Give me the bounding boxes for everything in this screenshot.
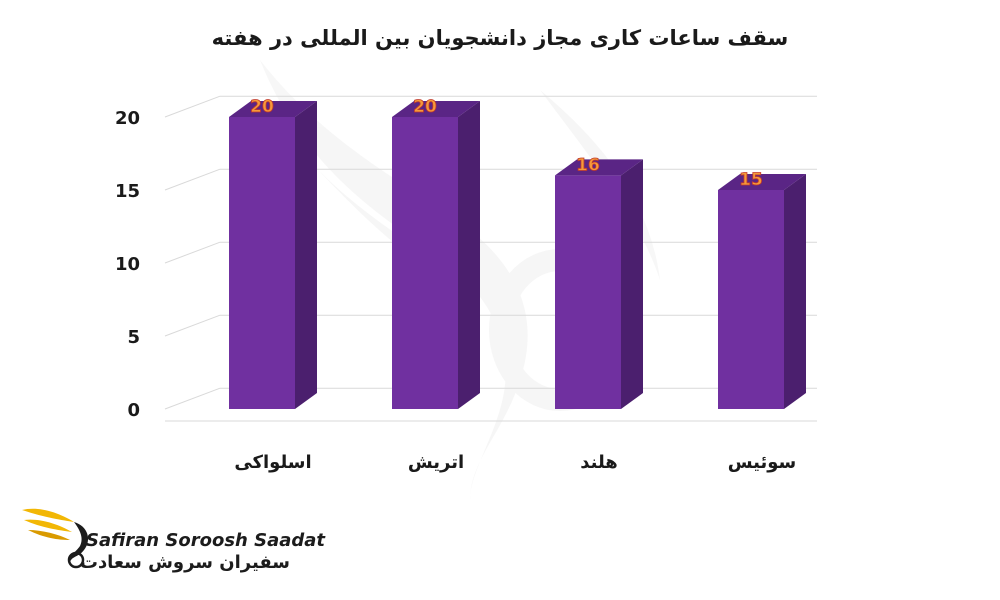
logo-persian-text: سفیران سروش سعادت <box>79 552 290 573</box>
gridlines <box>164 95 817 422</box>
x-tick-label: اتریش <box>408 452 464 473</box>
data-label: 20 <box>250 97 274 117</box>
bar-top <box>392 101 480 117</box>
logo-latin-text: Safiran Soroosh Saadat <box>86 530 326 551</box>
bar-side <box>458 101 480 409</box>
bar-front <box>555 175 621 409</box>
bars <box>229 101 806 409</box>
data-labels: 20 20 16 15 <box>250 97 763 191</box>
gridline-diagonal <box>164 241 221 264</box>
y-tick-label: 0 <box>127 400 140 421</box>
bar-side <box>295 101 317 409</box>
chart-title: سقف ساعات کاری مجاز دانشجویان بین المللی… <box>212 26 789 50</box>
gridline-diagonal <box>164 387 221 410</box>
x-axis: اسلواکی اتریش هلند سوئیس <box>234 452 796 473</box>
y-tick-label: 20 <box>115 108 140 129</box>
gridline-diagonal <box>164 314 221 337</box>
data-label: 15 <box>739 170 763 190</box>
bar-front <box>229 117 295 409</box>
bar <box>718 174 806 409</box>
gridline-diagonal <box>164 168 221 191</box>
bar <box>555 159 643 409</box>
x-tick-label: هلند <box>580 452 618 473</box>
bar-top <box>555 159 643 176</box>
x-tick-label: اسلواکی <box>234 452 311 473</box>
y-tick-label: 5 <box>127 327 140 348</box>
bar <box>229 101 317 409</box>
x-tick-label: سوئیس <box>728 452 797 473</box>
data-label: 20 <box>413 97 437 117</box>
company-logo: Safiran Soroosh Saadat سفیران سروش سعادت <box>18 500 325 580</box>
bar-top <box>229 101 317 117</box>
eagle-wing-icon <box>22 508 89 569</box>
bar <box>392 101 480 409</box>
bar-side <box>621 159 643 409</box>
y-axis: 0 5 10 15 20 <box>115 108 140 421</box>
bar-top <box>718 174 806 190</box>
y-tick-label: 10 <box>115 254 140 275</box>
bar-front <box>392 117 458 409</box>
gridline-diagonal <box>164 95 221 118</box>
bar-side <box>784 174 806 409</box>
data-label: 16 <box>576 155 600 175</box>
bar-front <box>718 190 784 409</box>
y-tick-label: 15 <box>115 181 140 202</box>
